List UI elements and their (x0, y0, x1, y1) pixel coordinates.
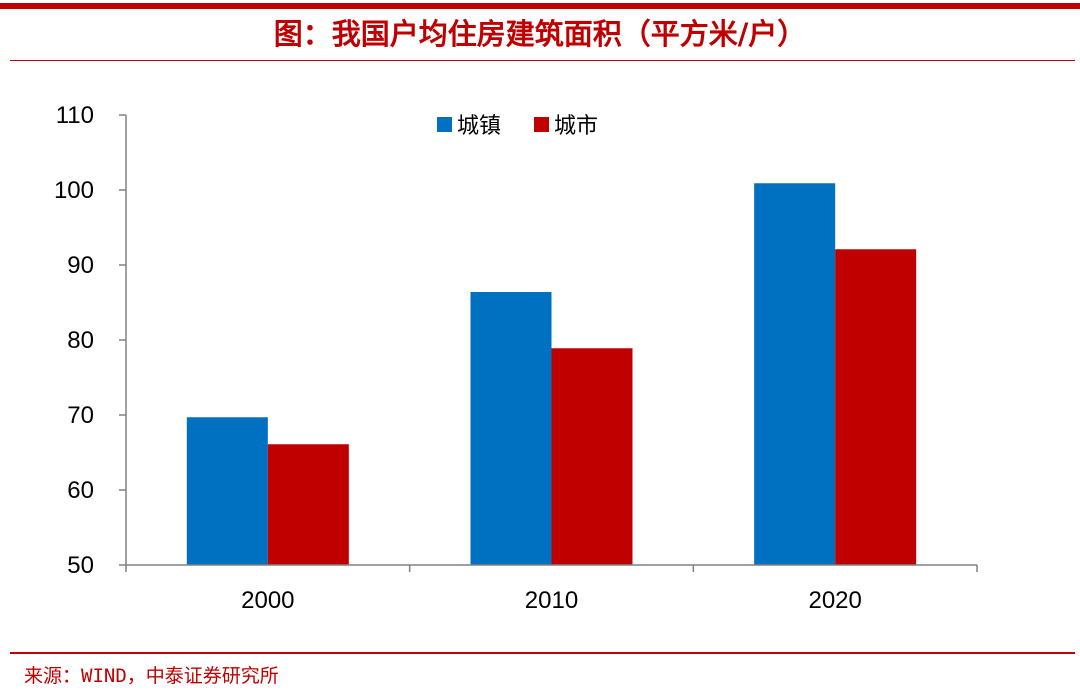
bar-城市-2020 (835, 249, 917, 565)
y-tick-label-70: 70 (67, 402, 94, 429)
top-accent-bar (0, 3, 1080, 9)
y-tick-label-90: 90 (67, 252, 94, 279)
bars-group (186, 183, 917, 565)
legend-swatch-城市 (534, 117, 549, 132)
footer-divider (10, 652, 1075, 654)
title-divider (10, 60, 1075, 61)
bar-城镇-2000 (186, 417, 268, 565)
x-tick-label-2000: 2000 (241, 587, 294, 614)
legend-swatch-城镇 (437, 117, 452, 132)
legend: 城镇 城市 (437, 114, 598, 139)
bar-chart: 50 60 70 80 90 100 110 2000 2010 2020 城镇 城市 (54, 102, 978, 614)
y-tick-label-80: 80 (67, 327, 94, 354)
bar-城镇-2010 (470, 292, 552, 565)
y-tick-label-50: 50 (67, 552, 94, 579)
y-tick-label-110: 110 (56, 102, 94, 129)
bar-城镇-2020 (754, 183, 836, 565)
chart-title: 图：我国户均住房建筑面积（平方米/户） (273, 17, 807, 51)
source-note: 来源：WIND，中泰证券研究所 (24, 665, 279, 687)
x-tick-label-2020: 2020 (808, 587, 861, 614)
y-tick-label-100: 100 (54, 177, 94, 204)
y-tick-label-60: 60 (67, 477, 94, 504)
bar-城市-2000 (267, 444, 349, 565)
x-tick-label-2010: 2010 (525, 587, 578, 614)
axes-group: 50 60 70 80 90 100 110 2000 2010 2020 (54, 102, 978, 614)
bar-城市-2010 (551, 348, 633, 565)
legend-label-城市: 城市 (554, 114, 598, 139)
legend-label-城镇: 城镇 (457, 114, 501, 139)
